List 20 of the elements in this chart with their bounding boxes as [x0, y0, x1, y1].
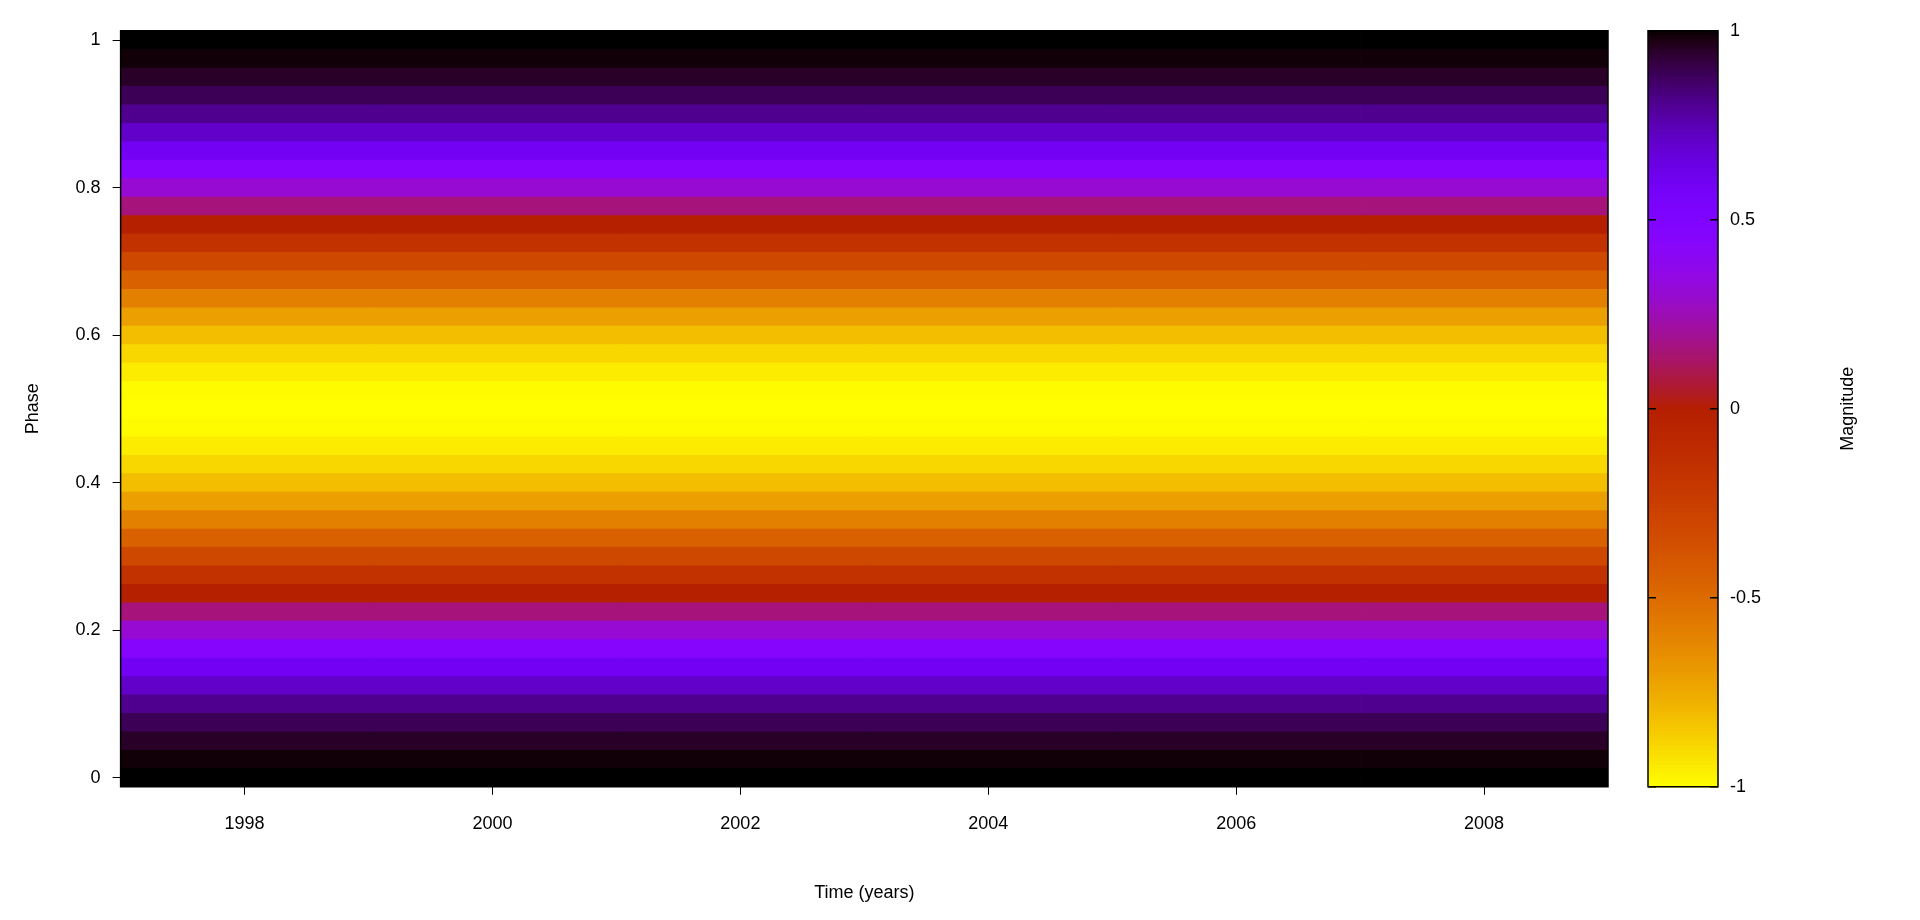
x-tick-label: 2002 [720, 812, 761, 833]
x-axis-title: Time (years) [814, 882, 915, 903]
color-bar-label: 0 [1730, 397, 1741, 418]
color-bar-label: -0.5 [1730, 586, 1762, 607]
y-tick-label: 0.4 [75, 471, 101, 492]
y-tick-label: 0.6 [75, 324, 101, 345]
x-tick-label: 1998 [224, 812, 265, 833]
color-bar-label: 0.5 [1730, 208, 1756, 229]
x-tick-label: 2008 [1464, 812, 1505, 833]
x-tick-label: 2004 [968, 812, 1009, 833]
x-tick-label: 2000 [472, 812, 513, 833]
y-axis-title: Phase [21, 383, 42, 435]
color-bar-label: -1 [1730, 775, 1747, 796]
y-tick-label: 0.2 [75, 619, 101, 640]
color-bar-label: 1 [1730, 19, 1741, 40]
color-bar-title: Magnitude [1836, 366, 1857, 451]
x-tick-label: 2006 [1216, 812, 1257, 833]
y-tick-label: 0.8 [75, 176, 101, 197]
y-tick-label: 1 [90, 28, 101, 49]
y-tick-label: 0 [90, 766, 101, 787]
